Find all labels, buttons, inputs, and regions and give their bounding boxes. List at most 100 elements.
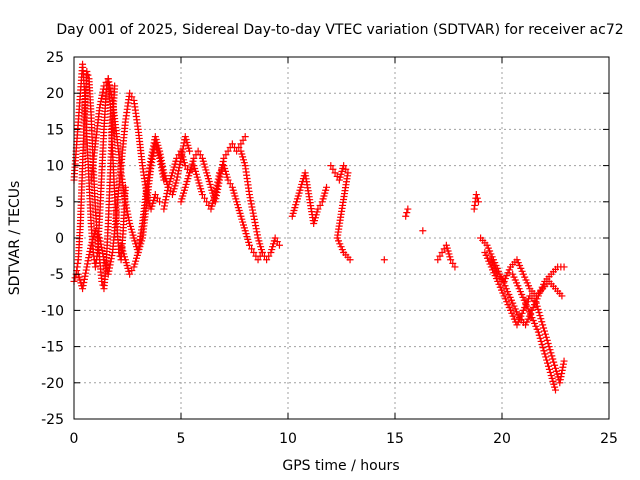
data-point [543,356,551,364]
data-point [449,259,457,267]
data-point [198,191,206,199]
x-tick-label: 0 [70,431,79,447]
data-point [533,302,541,310]
data-point [128,93,136,101]
data-point [213,181,221,189]
data-point [175,151,183,159]
data-point [226,180,234,188]
data-point [539,344,547,352]
data-point [245,191,253,199]
y-tick-label: -20 [41,376,64,392]
data-point [79,285,87,293]
data-point [161,199,169,207]
data-point [254,256,262,264]
x-axis-label: GPS time / hours [282,458,399,474]
data-point [181,162,189,170]
data-point [473,194,481,202]
data-point [156,198,164,206]
data-point [173,173,181,181]
tick-layer: 0 5 10 15 20 25 25 20 15 10 5 0 -5 -10 -15 -20 -25 [41,50,618,447]
data-point [148,148,156,156]
data-point [535,308,543,316]
data-point [218,165,226,173]
data-point [96,101,104,109]
data-point [472,191,480,199]
data-point [98,246,106,254]
y-axis-label: SDTVAR / TECUs [7,181,23,296]
data-point [250,248,258,256]
data-point [245,241,253,249]
data-point [104,75,112,83]
data-point [253,231,261,239]
data-point [216,169,224,177]
data-point [544,339,552,347]
data-point [541,350,549,358]
data-point [149,145,157,153]
data-point [241,133,249,141]
data-point [419,227,427,235]
data-point [220,154,228,162]
data-point [157,153,165,161]
y-tick-label: 5 [55,195,64,211]
data-point [179,142,187,150]
data-point [86,247,94,255]
data-point [403,209,411,217]
data-point [544,359,552,367]
data-point [556,379,564,387]
data-point [327,162,335,170]
data-point [536,334,544,342]
data-point [99,88,107,96]
data-point [85,254,93,262]
data-point [535,331,543,339]
y-tick-label: 25 [46,50,64,66]
data-point [247,200,255,208]
data-point [546,346,554,354]
data-point [239,136,247,144]
data-point [537,315,545,323]
data-point [108,93,116,101]
y-tick-label: -15 [41,340,64,356]
x-tick-label: 10 [279,431,297,447]
data-point [558,366,566,374]
data-point [534,305,542,313]
data-point [83,260,91,268]
data-point [215,172,223,180]
data-point [346,256,354,264]
data-point [125,216,133,224]
data-point [323,183,331,191]
data-point [85,251,93,259]
data-point [126,89,134,97]
data-point [122,201,130,209]
data-point [158,160,166,168]
data-point [157,156,165,164]
y-tick-label: -25 [41,412,64,428]
data-point [87,244,95,252]
data-point [228,140,236,148]
data-point [539,321,547,329]
data-point [248,203,256,211]
data-point [250,215,258,223]
data-point [251,218,259,226]
data-point [108,252,116,260]
data-point [156,150,164,158]
data-point [545,343,553,351]
data-point [124,210,132,218]
data-point [83,263,91,271]
data-point [128,267,136,275]
data-point [550,358,558,366]
data-point [333,172,341,180]
data-point [83,67,91,75]
data-point [124,213,132,221]
data-point [537,337,545,345]
data-point [246,194,254,202]
data-point [107,90,115,98]
data-point [534,328,542,336]
data-point [263,256,271,264]
data-point [538,318,546,326]
data-point [80,275,88,283]
data-point [252,225,260,233]
data-point [175,164,183,172]
data-point [159,163,167,171]
data-point [329,165,337,173]
